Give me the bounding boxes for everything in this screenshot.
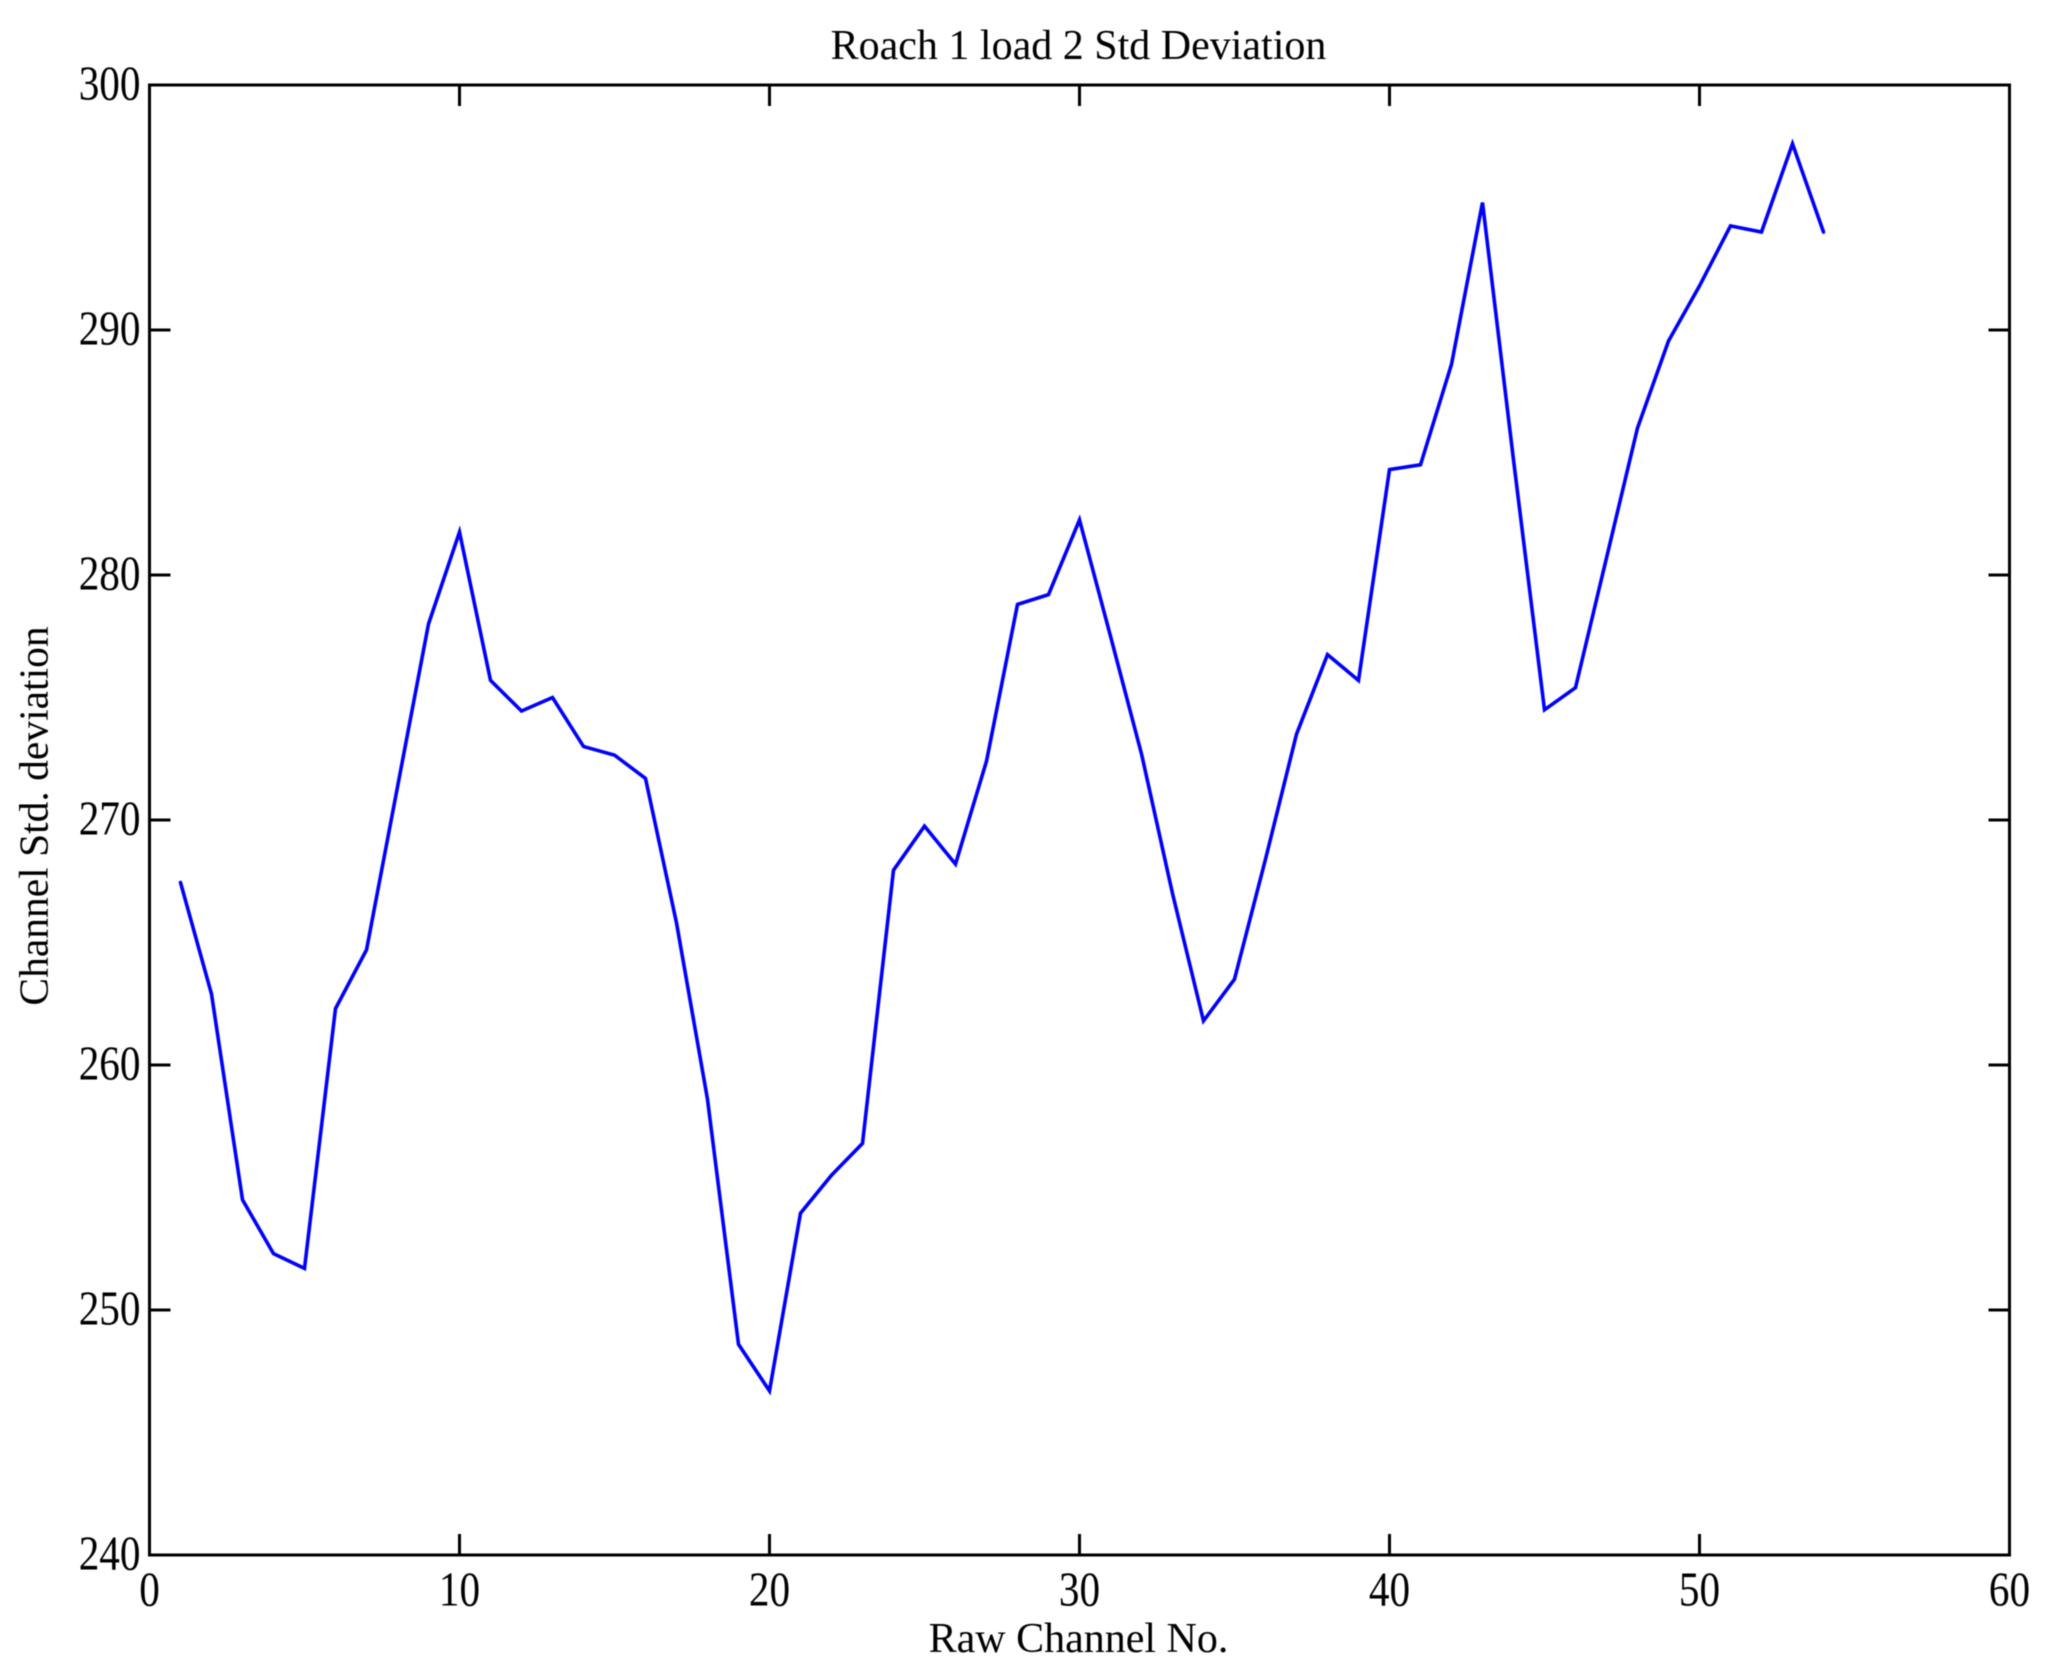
svg-text:240: 240 <box>79 1526 141 1581</box>
svg-text:280: 280 <box>79 546 141 601</box>
svg-text:Channel Std. deviation: Channel Std. deviation <box>11 626 57 1005</box>
svg-text:40: 40 <box>1369 1562 1410 1617</box>
svg-text:50: 50 <box>1679 1562 1720 1617</box>
svg-text:30: 30 <box>1059 1562 1100 1617</box>
svg-text:20: 20 <box>749 1562 790 1617</box>
svg-text:270: 270 <box>79 791 141 846</box>
svg-text:300: 300 <box>79 56 141 111</box>
svg-text:260: 260 <box>79 1036 141 1091</box>
svg-text:250: 250 <box>79 1281 141 1336</box>
svg-text:0: 0 <box>139 1562 160 1617</box>
svg-text:Roach 1 load 2 Std Deviation: Roach 1 load 2 Std Deviation <box>831 23 1327 69</box>
svg-text:10: 10 <box>439 1562 480 1617</box>
svg-text:60: 60 <box>1989 1562 2030 1617</box>
svg-text:290: 290 <box>79 301 141 356</box>
svg-text:Raw Channel No.: Raw Channel No. <box>929 1616 1229 1662</box>
